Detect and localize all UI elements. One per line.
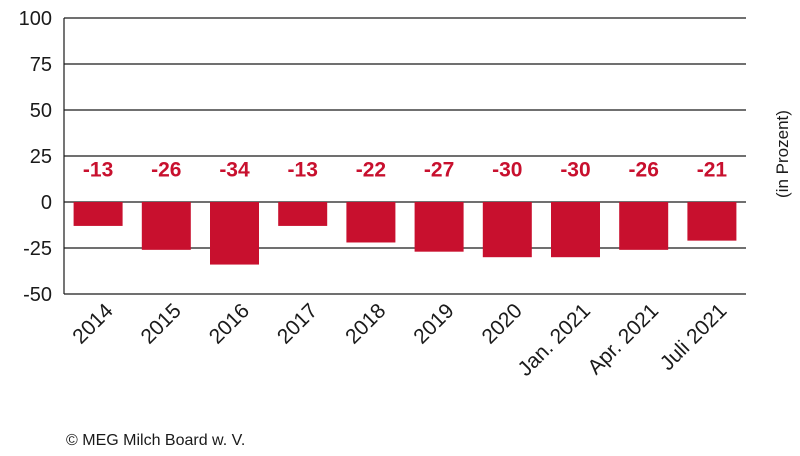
bar bbox=[278, 202, 328, 226]
data-label: -13 bbox=[288, 158, 318, 181]
y-tick-label: 100 bbox=[19, 8, 52, 30]
y-axis-label: (in Prozent) bbox=[773, 110, 792, 198]
bars bbox=[73, 202, 737, 265]
x-tick-label: 2020 bbox=[478, 299, 527, 348]
data-label: -21 bbox=[697, 158, 728, 181]
bar bbox=[73, 202, 123, 226]
x-tick-label: Juli 2021 bbox=[656, 299, 732, 375]
y-tick-label: 25 bbox=[30, 146, 52, 168]
y-tick-label: -25 bbox=[23, 238, 52, 260]
data-label: -22 bbox=[356, 158, 386, 181]
bar bbox=[210, 202, 259, 265]
x-tick-label: Apr. 2021 bbox=[583, 299, 663, 379]
gridlines bbox=[63, 17, 746, 295]
x-tick-label: 2015 bbox=[137, 299, 186, 348]
data-label: -27 bbox=[424, 158, 454, 181]
x-tick-label: 2019 bbox=[409, 299, 458, 348]
bar bbox=[551, 202, 600, 258]
x-tick-label: 2017 bbox=[273, 299, 322, 348]
data-label: -26 bbox=[629, 158, 659, 181]
data-label: -26 bbox=[151, 158, 181, 181]
x-tick-label: 2016 bbox=[205, 299, 254, 348]
y-tick-label: 0 bbox=[41, 192, 52, 214]
data-labels: -13 -26 -34 -13 -22 -27 -30 -30 -26 -21 bbox=[83, 158, 727, 181]
bar bbox=[414, 202, 464, 252]
bar bbox=[346, 202, 396, 243]
y-tick-label: 50 bbox=[30, 100, 52, 122]
bar bbox=[482, 202, 532, 258]
data-label: -30 bbox=[560, 158, 590, 181]
bar bbox=[619, 202, 669, 250]
copyright-footer: © MEG Milch Board w. V. bbox=[66, 432, 246, 449]
y-axis-ticks: 100 75 50 25 0 -25 -50 bbox=[19, 8, 52, 306]
y-tick-label: 75 bbox=[30, 54, 52, 76]
data-label: -30 bbox=[492, 158, 522, 181]
x-tick-label: Jan. 2021 bbox=[514, 299, 595, 380]
x-tick-label: 2018 bbox=[341, 299, 390, 348]
bar bbox=[141, 202, 191, 250]
data-label: -13 bbox=[83, 158, 113, 181]
y-tick-label: -50 bbox=[23, 284, 52, 306]
x-tick-label: 2014 bbox=[68, 299, 118, 349]
data-label: -34 bbox=[219, 158, 250, 181]
bar bbox=[687, 202, 737, 241]
